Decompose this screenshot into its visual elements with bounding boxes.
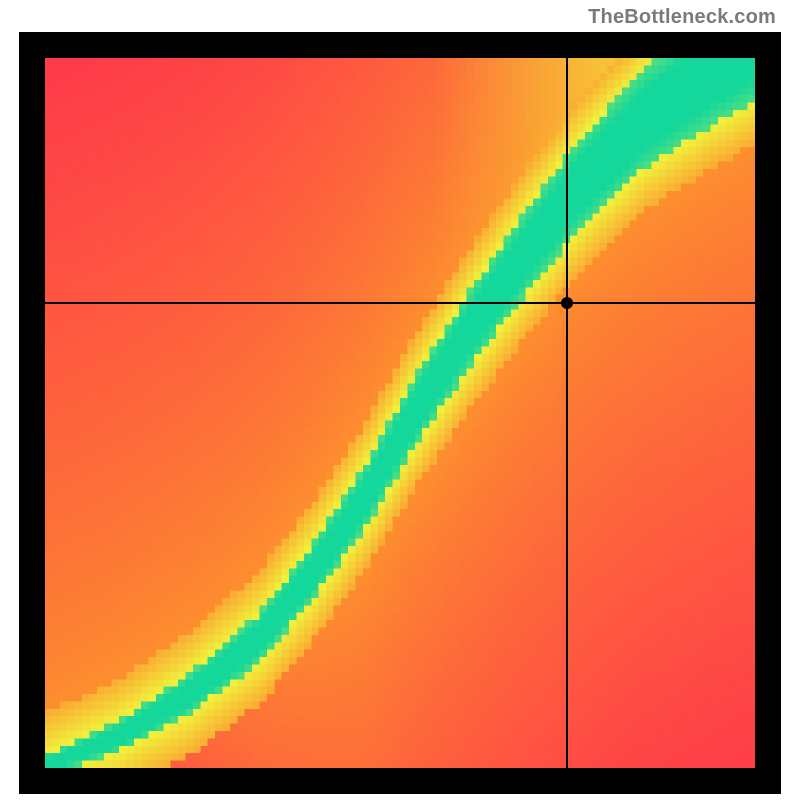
crosshair-vertical	[566, 58, 567, 768]
plot-frame	[19, 32, 781, 794]
crosshair-horizontal	[45, 302, 755, 303]
crosshair-marker	[561, 297, 573, 309]
watermark-text: TheBottleneck.com	[588, 6, 776, 29]
heatmap-plot	[45, 58, 755, 768]
heatmap-canvas	[45, 58, 755, 768]
chart-container: TheBottleneck.com	[0, 0, 800, 800]
